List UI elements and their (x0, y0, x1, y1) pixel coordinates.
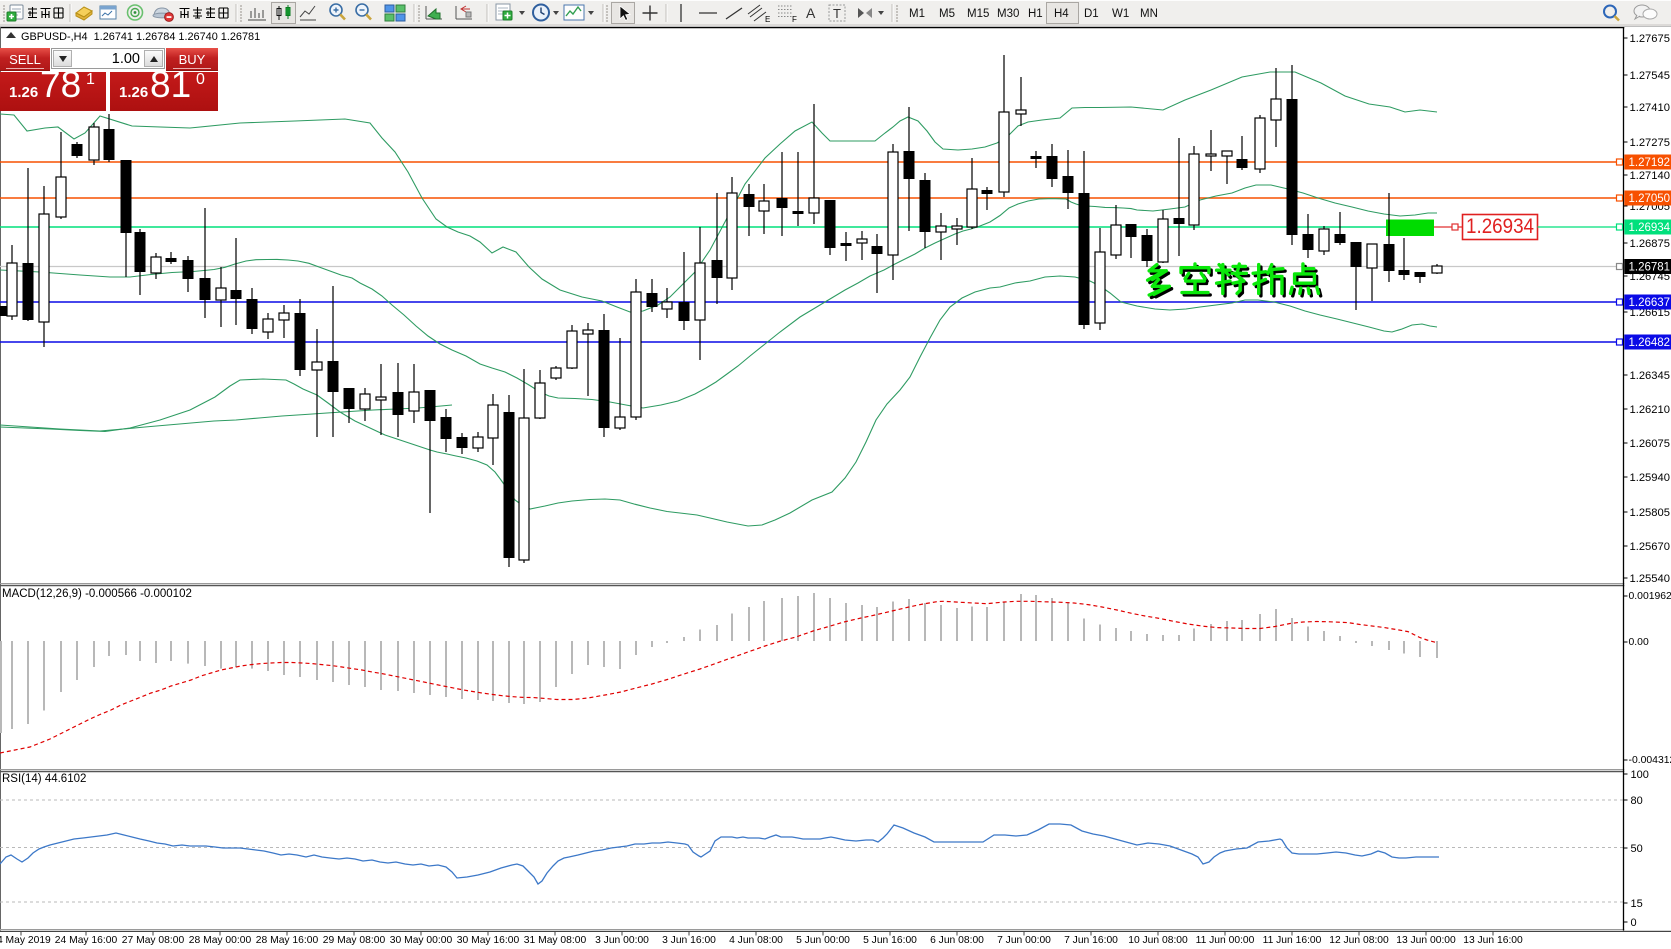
svg-text:1.26934: 1.26934 (1629, 222, 1671, 234)
svg-text:29 May 08:00: 29 May 08:00 (323, 935, 386, 946)
svg-text:30 May 00:00: 30 May 00:00 (390, 935, 453, 946)
svg-text:10 Jun 08:00: 10 Jun 08:00 (1128, 935, 1188, 946)
svg-text:7 Jun 00:00: 7 Jun 00:00 (997, 935, 1051, 946)
svg-text:3 Jun 16:00: 3 Jun 16:00 (662, 935, 716, 946)
svg-text:12 Jun 08:00: 12 Jun 08:00 (1329, 935, 1389, 946)
svg-text:3 Jun 00:00: 3 Jun 00:00 (595, 935, 649, 946)
svg-text:W1: W1 (1112, 8, 1129, 20)
svg-text:1.25940: 1.25940 (1630, 472, 1670, 484)
svg-text:7 Jun 16:00: 7 Jun 16:00 (1064, 935, 1118, 946)
svg-text:27 May 08:00: 27 May 08:00 (122, 935, 185, 946)
svg-text:F: F (792, 15, 797, 24)
svg-text:M30: M30 (997, 8, 1019, 20)
svg-text:D1: D1 (1084, 8, 1099, 20)
svg-text:H1: H1 (1028, 8, 1043, 20)
svg-text:24 May 2019: 24 May 2019 (0, 935, 51, 946)
svg-text:50: 50 (1631, 843, 1643, 855)
svg-text:4 Jun 08:00: 4 Jun 08:00 (729, 935, 783, 946)
svg-text:5 Jun 16:00: 5 Jun 16:00 (863, 935, 917, 946)
svg-text:RSI(14) 44.6102: RSI(14) 44.6102 (2, 773, 86, 785)
svg-text:M1: M1 (909, 8, 925, 20)
svg-text:1.25805: 1.25805 (1630, 507, 1670, 519)
svg-text:M5: M5 (939, 8, 955, 20)
svg-text:1.26615: 1.26615 (1630, 307, 1670, 319)
svg-text:MN: MN (1140, 8, 1158, 20)
svg-text:MACD(12,26,9) -0.000566 -0.000: MACD(12,26,9) -0.000566 -0.000102 (2, 588, 192, 600)
svg-text:0: 0 (1631, 917, 1637, 929)
svg-text:1.27192: 1.27192 (1629, 157, 1671, 169)
svg-text:0.00: 0.00 (1629, 637, 1649, 648)
svg-text:A: A (806, 5, 816, 21)
svg-text:M15: M15 (967, 8, 989, 20)
svg-text:6 Jun 08:00: 6 Jun 08:00 (930, 935, 984, 946)
svg-text:E: E (765, 15, 770, 24)
svg-text:1.27275: 1.27275 (1630, 137, 1670, 149)
svg-text:11 Jun 16:00: 11 Jun 16:00 (1263, 935, 1322, 946)
svg-text:100: 100 (1631, 769, 1649, 781)
svg-text:H4: H4 (1054, 8, 1069, 20)
svg-text:13 Jun 00:00: 13 Jun 00:00 (1396, 935, 1456, 946)
svg-text:31 May 08:00: 31 May 08:00 (524, 935, 587, 946)
svg-text:24 May 16:00: 24 May 16:00 (55, 935, 118, 946)
svg-text:1.26781: 1.26781 (1629, 262, 1671, 274)
svg-text:1.26075: 1.26075 (1630, 438, 1670, 450)
svg-text:T: T (833, 6, 841, 21)
svg-text:15: 15 (1631, 898, 1643, 910)
svg-text:1.26934: 1.26934 (1466, 214, 1534, 238)
svg-text:1.27050: 1.27050 (1629, 193, 1671, 205)
svg-text:28 May 00:00: 28 May 00:00 (189, 935, 252, 946)
svg-text:5 Jun 00:00: 5 Jun 00:00 (796, 935, 850, 946)
svg-text:1.25540: 1.25540 (1630, 573, 1670, 585)
svg-text:-0.004312: -0.004312 (1629, 755, 1671, 766)
svg-text:1.26875: 1.26875 (1630, 238, 1670, 250)
svg-text:1.27545: 1.27545 (1630, 70, 1670, 82)
svg-text:1.25670: 1.25670 (1630, 541, 1670, 553)
svg-text:11 Jun 00:00: 11 Jun 00:00 (1196, 935, 1255, 946)
svg-text:1.27140: 1.27140 (1630, 170, 1670, 182)
svg-text:1.26637: 1.26637 (1629, 297, 1671, 309)
svg-text:80: 80 (1631, 795, 1643, 807)
svg-text:13 Jun 16:00: 13 Jun 16:00 (1463, 935, 1523, 946)
svg-text:1.26210: 1.26210 (1630, 404, 1670, 416)
svg-text:0.001962: 0.001962 (1629, 591, 1671, 602)
svg-text:1.27675: 1.27675 (1630, 33, 1670, 45)
svg-text:1.26482: 1.26482 (1629, 337, 1671, 349)
svg-text:30 May 16:00: 30 May 16:00 (457, 935, 520, 946)
svg-text:GBPUSD-,H4 1.26741 1.26784 1.: GBPUSD-,H4 1.26741 1.26784 1.26740 1.267… (21, 31, 260, 43)
svg-text:1.26345: 1.26345 (1630, 370, 1670, 382)
svg-text:28 May 16:00: 28 May 16:00 (256, 935, 319, 946)
svg-text:1.27410: 1.27410 (1630, 102, 1670, 114)
